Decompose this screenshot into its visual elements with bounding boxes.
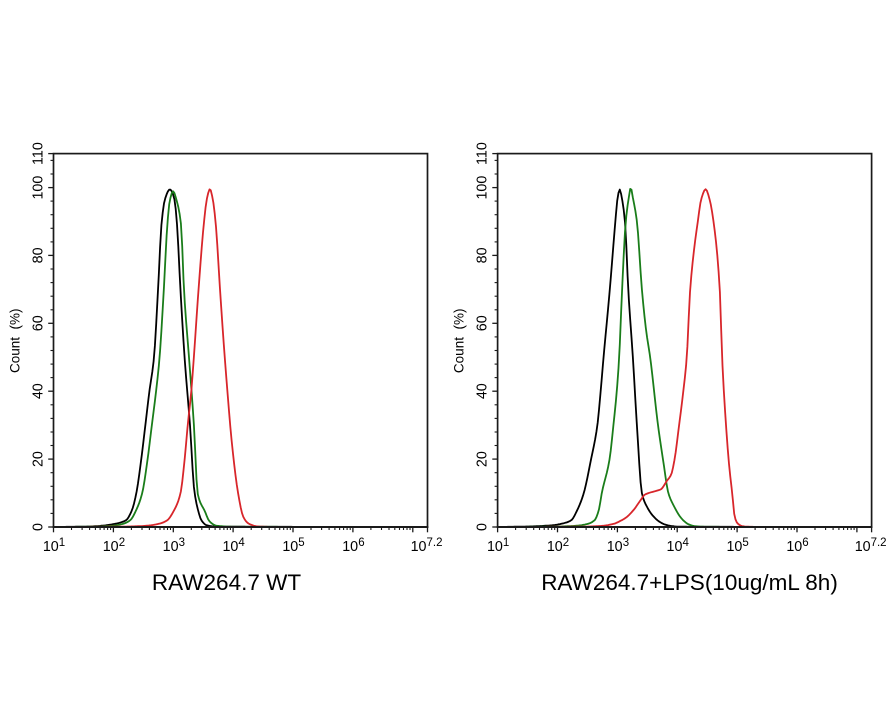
svg-text:10: 10 xyxy=(607,539,623,555)
svg-text:2: 2 xyxy=(563,537,569,549)
svg-text:10: 10 xyxy=(855,539,871,555)
svg-text:40: 40 xyxy=(474,383,490,399)
svg-text:80: 80 xyxy=(474,247,490,263)
svg-text:20: 20 xyxy=(474,451,490,467)
svg-text:7.2: 7.2 xyxy=(427,537,443,549)
svg-text:20: 20 xyxy=(30,451,46,467)
svg-text:10: 10 xyxy=(547,539,563,555)
svg-text:4: 4 xyxy=(238,537,245,549)
svg-text:10: 10 xyxy=(103,539,119,555)
svg-text:60: 60 xyxy=(30,315,46,331)
svg-text:6: 6 xyxy=(358,537,364,549)
svg-text:2: 2 xyxy=(119,537,125,549)
svg-text:Count (%): Count (%) xyxy=(451,309,466,374)
svg-text:10: 10 xyxy=(667,539,683,555)
svg-text:10: 10 xyxy=(43,539,59,555)
svg-text:4: 4 xyxy=(683,537,690,549)
svg-text:60: 60 xyxy=(474,315,490,331)
svg-text:100: 100 xyxy=(474,176,490,200)
svg-text:10: 10 xyxy=(726,539,742,555)
svg-text:10: 10 xyxy=(163,539,179,555)
svg-text:10: 10 xyxy=(487,539,503,555)
svg-text:0: 0 xyxy=(474,523,490,531)
svg-text:10: 10 xyxy=(222,539,238,555)
svg-text:3: 3 xyxy=(623,537,629,549)
svg-text:1: 1 xyxy=(59,537,65,549)
svg-text:Count (%): Count (%) xyxy=(7,309,22,374)
svg-text:5: 5 xyxy=(298,537,304,549)
svg-text:7.2: 7.2 xyxy=(871,537,887,549)
svg-text:10: 10 xyxy=(342,539,358,555)
svg-text:10: 10 xyxy=(282,539,298,555)
svg-text:0: 0 xyxy=(30,523,46,531)
svg-text:6: 6 xyxy=(802,537,808,549)
svg-text:110: 110 xyxy=(474,142,490,165)
svg-text:100: 100 xyxy=(30,176,46,200)
svg-text:10: 10 xyxy=(786,539,802,555)
svg-text:1: 1 xyxy=(503,537,509,549)
svg-text:3: 3 xyxy=(179,537,185,549)
svg-text:40: 40 xyxy=(30,383,46,399)
svg-text:RAW264.7+LPS(10ug/mL 8h): RAW264.7+LPS(10ug/mL 8h) xyxy=(541,570,838,595)
svg-text:5: 5 xyxy=(742,537,748,549)
svg-text:110: 110 xyxy=(30,142,46,165)
svg-text:80: 80 xyxy=(30,247,46,263)
svg-text:10: 10 xyxy=(411,539,427,555)
svg-text:RAW264.7 WT: RAW264.7 WT xyxy=(152,570,301,595)
